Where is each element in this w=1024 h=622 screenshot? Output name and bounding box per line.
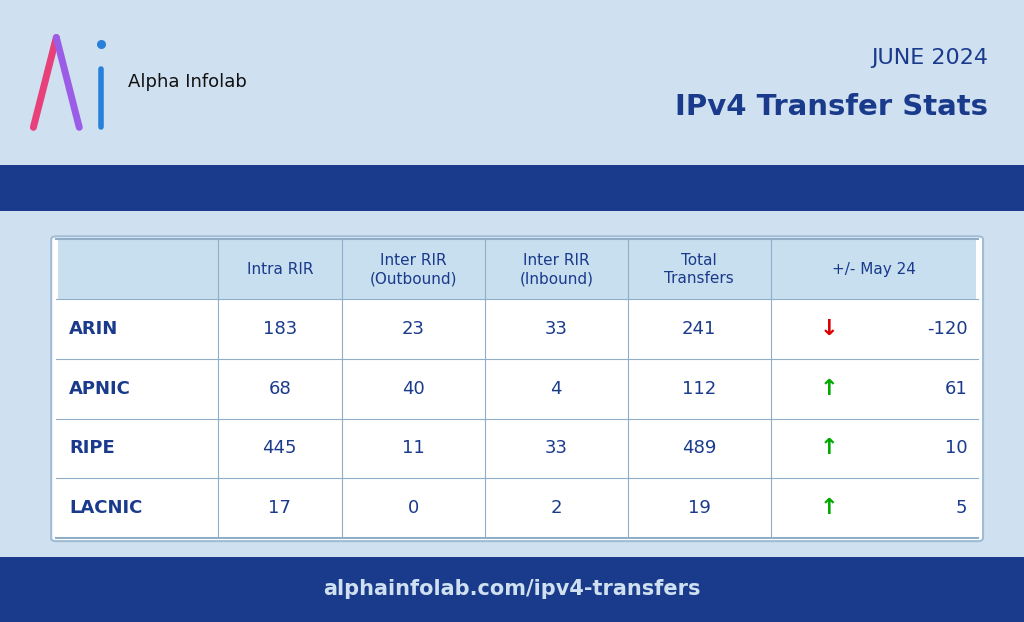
Bar [0, 0, 1024, 165]
Text: -120: -120 [927, 320, 968, 338]
Bar [58, 239, 976, 299]
Text: ↑: ↑ [819, 498, 838, 518]
Text: 241: 241 [682, 320, 717, 338]
Text: 10: 10 [945, 440, 968, 457]
Bar [0, 557, 1024, 622]
Text: 445: 445 [262, 440, 297, 457]
Text: ↓: ↓ [819, 319, 838, 339]
Text: JUNE 2024: JUNE 2024 [871, 47, 988, 68]
Text: Intra RIR: Intra RIR [247, 262, 313, 277]
Text: 4: 4 [551, 380, 562, 397]
Text: Alpha Infolab: Alpha Infolab [128, 73, 247, 91]
Text: ↑: ↑ [819, 379, 838, 399]
Text: 23: 23 [402, 320, 425, 338]
Text: LACNIC: LACNIC [70, 499, 142, 517]
Text: RIPE: RIPE [70, 440, 115, 457]
Text: 33: 33 [545, 440, 567, 457]
Text: 33: 33 [545, 320, 567, 338]
Text: 11: 11 [402, 440, 425, 457]
Text: 489: 489 [682, 440, 717, 457]
FancyBboxPatch shape [51, 236, 983, 541]
Text: Inter RIR
(Outbound): Inter RIR (Outbound) [370, 253, 457, 286]
Text: 61: 61 [945, 380, 968, 397]
Text: 0: 0 [408, 499, 419, 517]
Text: 112: 112 [682, 380, 716, 397]
Text: alphainfolab.com/ipv4-transfers: alphainfolab.com/ipv4-transfers [324, 579, 700, 600]
Text: 17: 17 [268, 499, 291, 517]
Text: Total
Transfers: Total Transfers [665, 253, 734, 286]
Bar [0, 211, 1024, 557]
Bar [0, 165, 1024, 211]
Text: 40: 40 [402, 380, 425, 397]
Text: ↑: ↑ [819, 439, 838, 458]
Text: IPv4 Transfer Stats: IPv4 Transfer Stats [675, 93, 988, 121]
Text: 19: 19 [688, 499, 711, 517]
Text: 5: 5 [956, 499, 968, 517]
Text: ARIN: ARIN [70, 320, 119, 338]
Text: 2: 2 [551, 499, 562, 517]
Text: Inter RIR
(Inbound): Inter RIR (Inbound) [519, 253, 593, 286]
Text: 68: 68 [268, 380, 291, 397]
Text: APNIC: APNIC [70, 380, 131, 397]
Text: +/- May 24: +/- May 24 [833, 262, 916, 277]
Text: 183: 183 [263, 320, 297, 338]
